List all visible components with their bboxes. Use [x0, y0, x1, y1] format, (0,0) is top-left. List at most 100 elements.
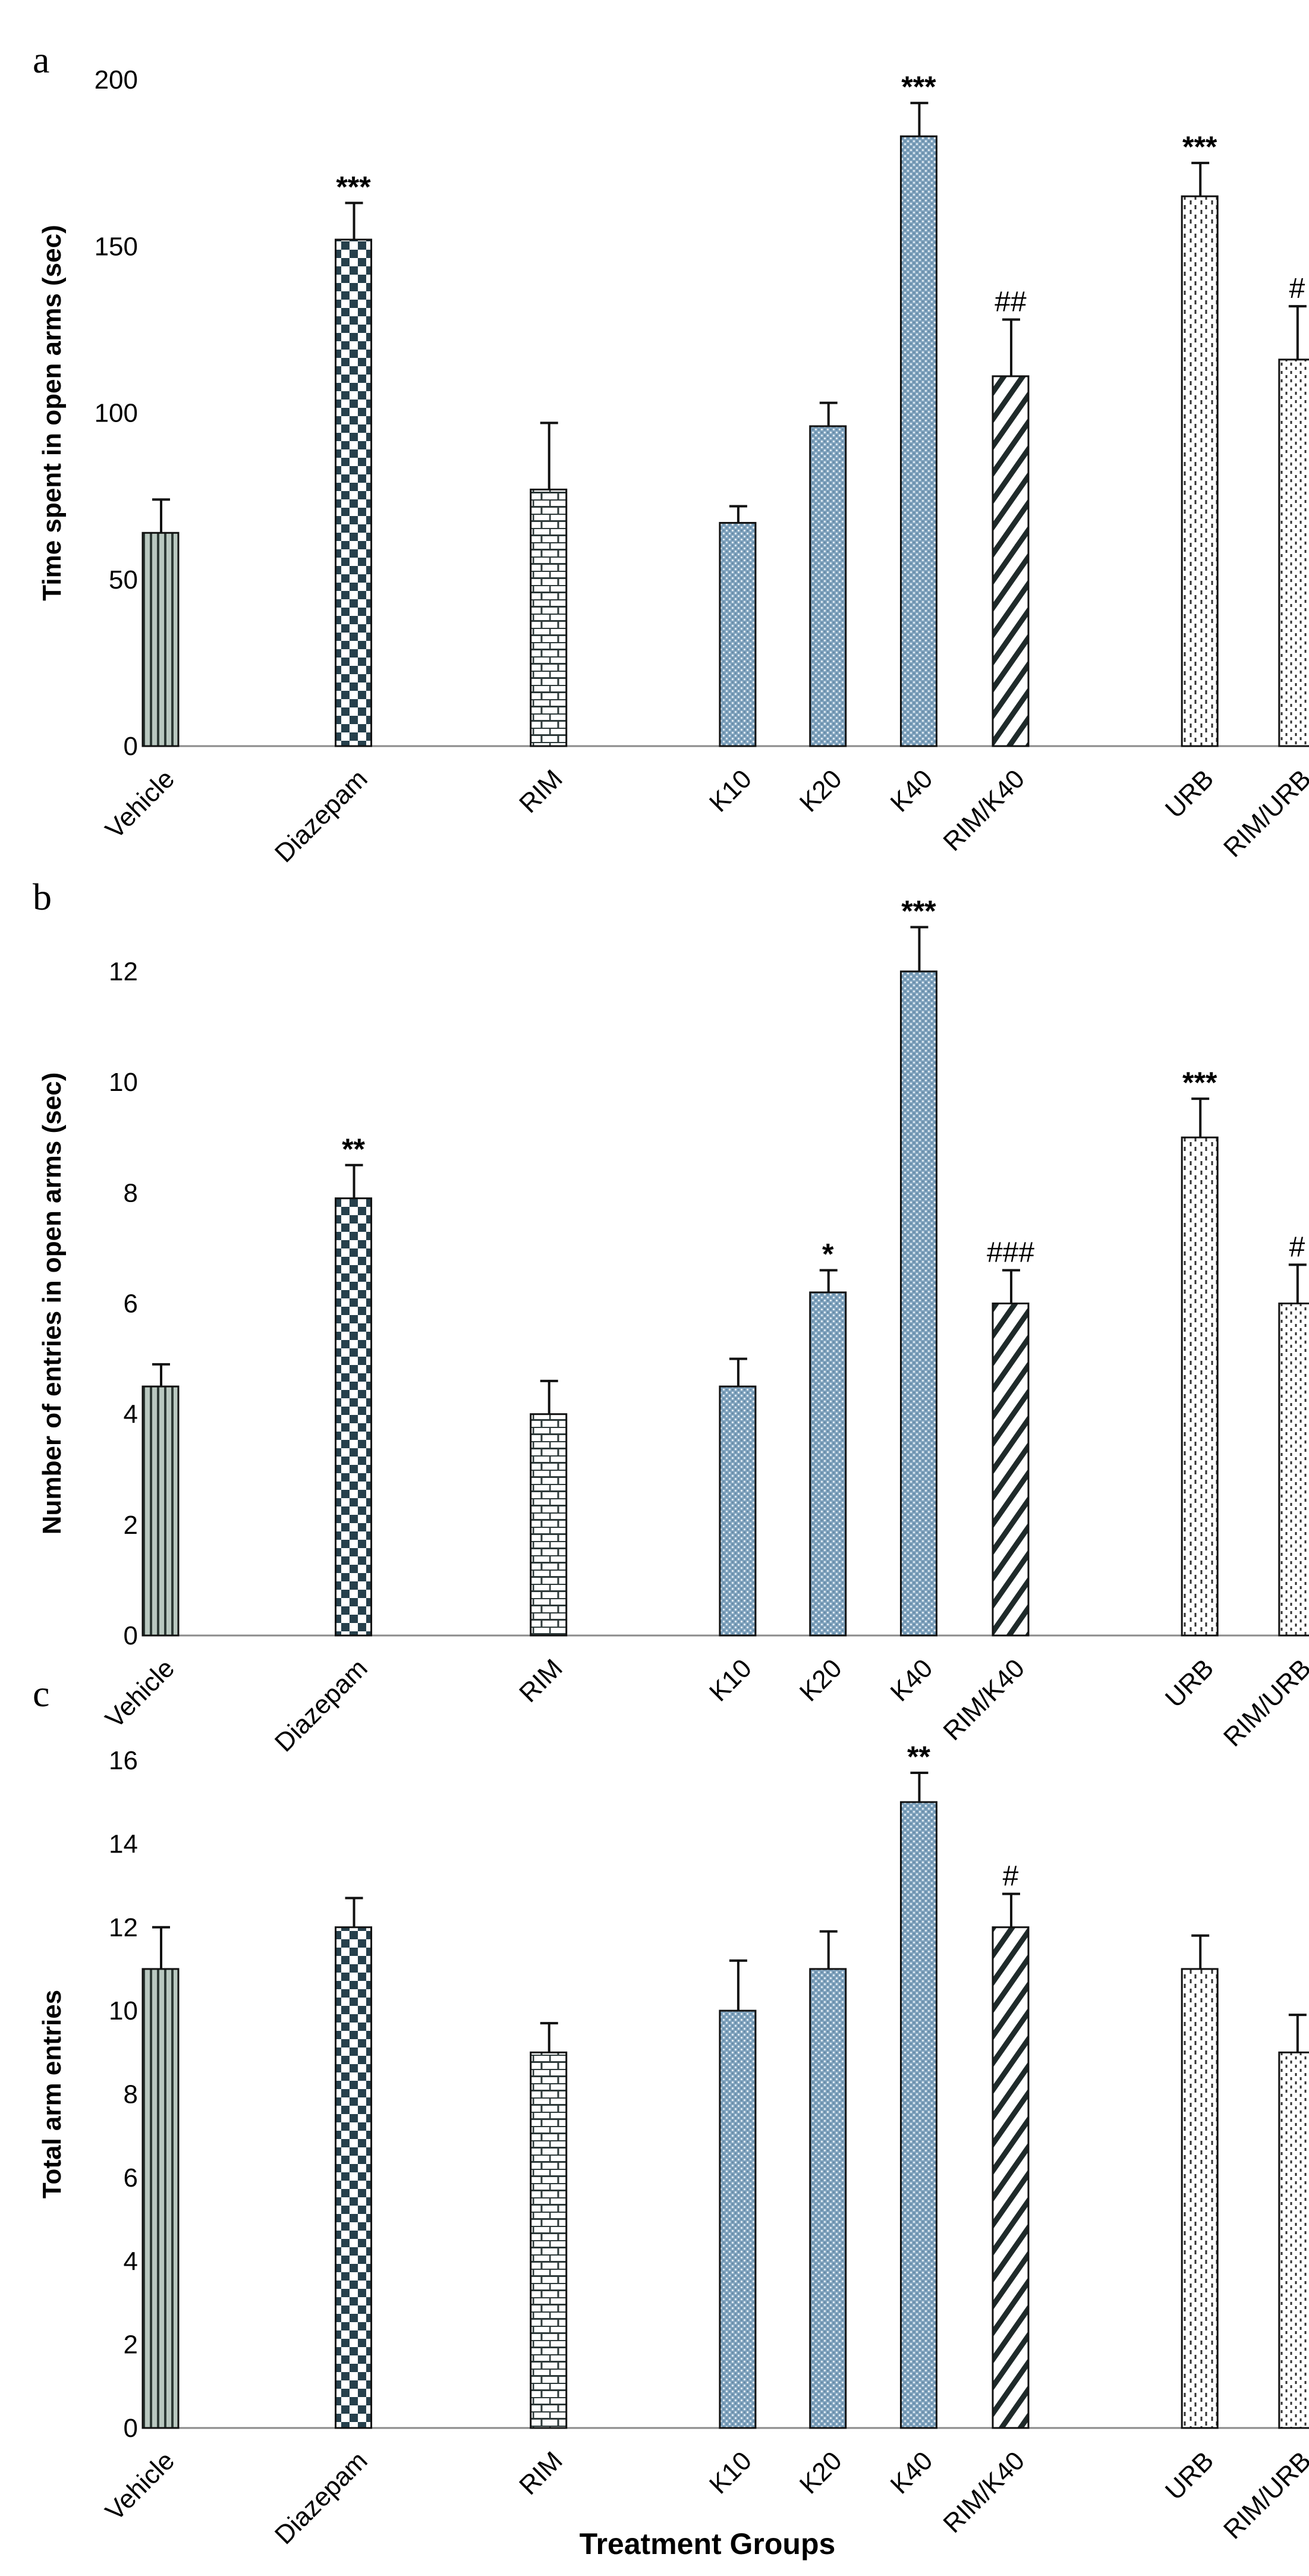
y-tick-label: 6: [124, 2163, 138, 2193]
x-tick-label: RIM/K40: [937, 764, 1030, 857]
panel-letter: b: [33, 876, 52, 918]
x-tick-label: RIM/URB: [1218, 1653, 1309, 1752]
significance-marker: #: [1289, 1231, 1305, 1263]
x-tick-label: K20: [794, 1653, 848, 1707]
bar-k40: [899, 970, 937, 1637]
significance-marker: #: [1003, 1861, 1019, 1892]
bar-k10: [719, 2009, 757, 2429]
x-tick-label: RIM: [514, 764, 568, 819]
y-axis-label: Total arm entries: [37, 1990, 67, 2198]
significance-marker: **: [342, 1133, 365, 1166]
bar-k10: [719, 1385, 757, 1637]
x-tick-label: K10: [704, 2446, 757, 2499]
x-tick-label: URB: [1160, 764, 1219, 823]
x-tick-label: RIM: [514, 1653, 568, 1708]
bar-urb: [1181, 195, 1219, 747]
y-axis-label: Time spent in open arms (sec): [37, 225, 67, 600]
x-tick-label: K40: [885, 764, 939, 817]
significance-marker: ###: [987, 1237, 1034, 1269]
bar-diazepam: [335, 1926, 373, 2429]
x-tick-label: URB: [1160, 2446, 1219, 2505]
x-tick-label: K10: [704, 764, 757, 817]
y-tick-label: 200: [95, 65, 138, 95]
y-tick-label: 0: [124, 2414, 138, 2443]
bar-urb: [1181, 1968, 1219, 2429]
panel-letter: c: [33, 1672, 49, 1715]
x-tick-label: RIM/URB: [1218, 764, 1309, 863]
bar-k20: [809, 1291, 847, 1637]
x-axis-label: Treatment Groups: [580, 2527, 836, 2561]
y-tick-label: 0: [124, 1621, 138, 1650]
x-tick-label: Vehicle: [100, 1653, 180, 1734]
y-axis-label: Number of entries in open arms (sec): [37, 1072, 67, 1535]
x-tick-label: RIM/K40: [937, 1653, 1030, 1746]
x-tick-label: RIM: [514, 2446, 568, 2500]
y-tick-label: 100: [95, 399, 138, 428]
x-tick-label: RIM/K40: [937, 2446, 1030, 2539]
x-tick-label: Vehicle: [100, 764, 180, 844]
bar-k40: [899, 135, 937, 747]
bar-rim-k40: [992, 1926, 1030, 2429]
x-tick-label: Diazepam: [269, 1653, 373, 1757]
y-tick-label: 150: [95, 232, 138, 261]
y-tick-label: 6: [124, 1289, 138, 1319]
bar-rim-urb: [1278, 358, 1309, 747]
bar-diazepam: [335, 1197, 373, 1637]
x-tick-label: K40: [885, 2446, 939, 2499]
bar-k10: [719, 521, 757, 747]
bar-k40: [899, 1801, 937, 2429]
y-tick-label: 10: [109, 1996, 138, 2025]
y-tick-label: 8: [124, 2080, 138, 2109]
y-tick-label: 4: [124, 1400, 138, 1429]
significance-marker: #: [1289, 273, 1305, 304]
y-tick-label: 10: [109, 1068, 138, 1097]
x-tick-label: K20: [794, 764, 848, 817]
bar-rim: [530, 488, 568, 747]
significance-marker: ***: [1182, 130, 1217, 163]
bar-diazepam: [335, 238, 373, 747]
x-tick-label: Diazepam: [269, 764, 373, 868]
x-tick-label: RIM/URB: [1218, 2446, 1309, 2544]
significance-marker: **: [907, 1740, 930, 1773]
x-tick-label: Vehicle: [100, 2446, 180, 2526]
significance-marker: ***: [901, 70, 936, 103]
bar-urb: [1181, 1136, 1219, 1637]
x-tick-label: Diazepam: [269, 2446, 373, 2550]
x-tick-label: K20: [794, 2446, 848, 2499]
y-tick-label: 16: [109, 1746, 138, 1775]
y-tick-label: 2: [124, 1511, 138, 1540]
panel-letter: a: [33, 39, 49, 81]
bar-vehicle: [141, 1968, 180, 2429]
panel-b: b Number of entries in open arms (sec) 0 2 4…: [33, 876, 1309, 1757]
significance-marker: ##: [995, 287, 1027, 318]
x-tick-label: URB: [1160, 1653, 1219, 1713]
bar-k20: [809, 1968, 847, 2429]
significance-marker: ***: [901, 895, 936, 928]
bar-rim: [530, 1413, 568, 1637]
y-tick-label: 2: [124, 2330, 138, 2360]
bar-rim-urb: [1278, 1303, 1309, 1637]
panel-c: c Total arm entries 0 2 4 6 8 10 12 14 16 Vehicle Di…: [33, 1672, 1309, 2561]
x-tick-label: K10: [704, 1653, 757, 1707]
bar-rim-urb: [1278, 2051, 1309, 2429]
bar-rim: [530, 2051, 568, 2429]
significance-marker: *: [822, 1238, 834, 1271]
bar-rim-k40: [992, 375, 1030, 747]
y-tick-label: 12: [109, 957, 138, 986]
y-tick-label: 12: [109, 1913, 138, 1942]
bar-k20: [809, 425, 847, 747]
y-tick-label: 8: [124, 1178, 138, 1207]
y-tick-label: 14: [109, 1829, 138, 1858]
bar-vehicle: [141, 1385, 180, 1637]
bar-vehicle: [141, 531, 180, 747]
y-tick-label: 4: [124, 2247, 138, 2276]
bar-rim-k40: [992, 1303, 1030, 1637]
significance-marker: ***: [1182, 1066, 1217, 1099]
panel-a: a Time spent in open arms (sec) 0 50 100 150 2…: [33, 39, 1309, 868]
y-tick-label: 0: [124, 732, 138, 761]
x-tick-label: K40: [885, 1653, 939, 1707]
significance-marker: ***: [336, 170, 371, 203]
y-tick-label: 50: [109, 565, 138, 595]
